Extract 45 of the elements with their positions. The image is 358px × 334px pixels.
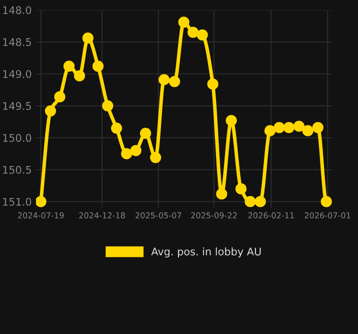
point [121,148,132,160]
point [264,125,276,136]
point [283,122,294,134]
point [226,114,237,126]
x-tick-label: 2025-09-22 [191,212,237,218]
point [293,120,305,132]
point [92,60,104,72]
point [244,196,256,208]
y-tick-label: 148.5 [3,38,31,46]
point [312,122,324,134]
point [235,183,247,194]
y-tick-label: 149.5 [3,102,31,110]
point [110,122,122,134]
point [102,100,114,112]
x-tick-label: 2026-07-01 [304,212,350,218]
x-tick-label: 2025-05-07 [136,212,182,218]
y-tick-label: 151.0 [3,198,32,206]
point [196,29,208,40]
point [207,78,218,90]
point [216,188,228,200]
point [140,128,152,139]
point [158,74,170,86]
point [54,91,66,102]
x-tick-label: 2024-07-19 [18,212,64,218]
point [36,196,46,208]
x-tick-label: 2026-02-11 [248,212,294,218]
point [130,144,142,156]
point [320,196,332,208]
point [188,26,199,38]
y-tick-label: 148.0 [3,6,32,14]
y-tick-label: 150.0 [3,134,32,142]
legend-label: Avg. pos. in lobby AU [151,247,261,258]
point [274,122,285,134]
point [254,196,266,208]
point [63,60,75,72]
point [44,105,56,116]
y-tick-label: 149.0 [3,70,32,78]
point [150,152,162,164]
point [302,125,314,136]
x-tick-label: 2024-12-18 [79,212,125,218]
point [82,32,94,44]
point [178,16,190,28]
y-tick-label: 150.5 [3,166,31,174]
point [74,70,86,82]
point [168,76,180,88]
